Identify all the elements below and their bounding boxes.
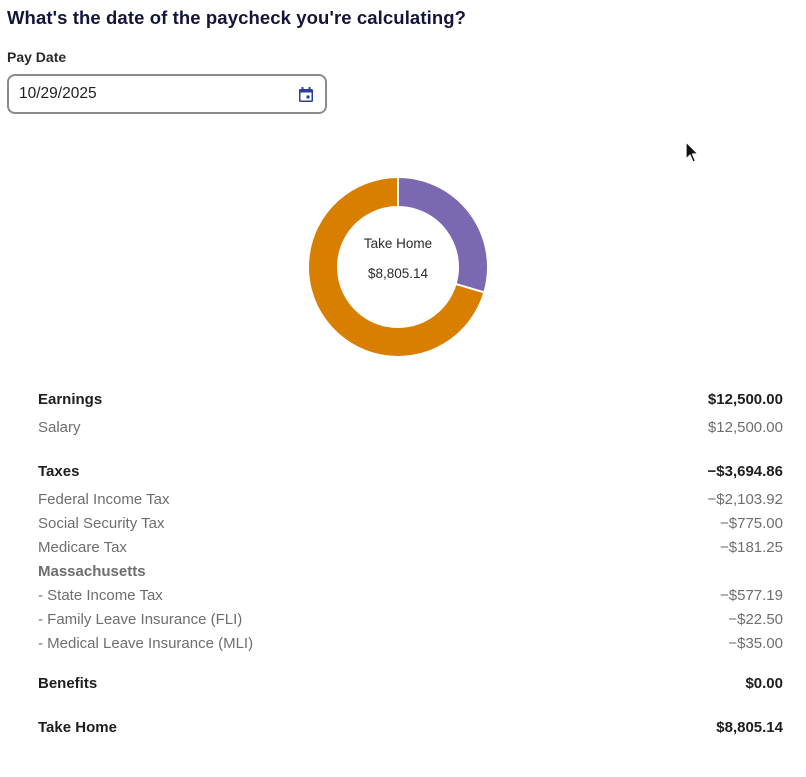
state-income-tax-label: - State Income Tax bbox=[38, 587, 163, 604]
taxes-row: Taxes −$3,694.86 bbox=[38, 460, 783, 484]
medicare-tax-row: Medicare Tax −$181.25 bbox=[38, 536, 783, 560]
federal-income-tax-row: Federal Income Tax −$2,103.92 bbox=[38, 488, 783, 512]
benefits-amount: $0.00 bbox=[745, 675, 783, 692]
take-home-row: Take Home $8,805.14 bbox=[38, 716, 783, 740]
taxes-amount: −$3,694.86 bbox=[707, 463, 784, 480]
calendar-icon[interactable] bbox=[297, 86, 315, 104]
take-home-amount: $8,805.14 bbox=[716, 719, 783, 736]
federal-income-tax-label: Federal Income Tax bbox=[38, 491, 170, 508]
state-heading-row: Massachusetts bbox=[38, 560, 783, 584]
family-leave-insurance-amount: −$22.50 bbox=[728, 611, 783, 628]
donut-slice-take-home bbox=[307, 175, 486, 358]
pay-date-input[interactable]: 10/29/2025 bbox=[7, 74, 327, 114]
salary-amount: $12,500.00 bbox=[707, 419, 783, 436]
paycheck-breakdown: Earnings $12,500.00 Salary $12,500.00 Ta… bbox=[38, 388, 783, 740]
medicare-tax-amount: −$181.25 bbox=[720, 539, 783, 556]
social-security-tax-row: Social Security Tax −$775.00 bbox=[38, 512, 783, 536]
earnings-amount: $12,500.00 bbox=[707, 391, 783, 408]
earnings-label: Earnings bbox=[38, 391, 103, 408]
donut-center-title: Take Home bbox=[363, 236, 433, 251]
salary-row: Salary $12,500.00 bbox=[38, 416, 783, 440]
donut-svg bbox=[307, 175, 489, 358]
earnings-row: Earnings $12,500.00 bbox=[38, 388, 783, 412]
medicare-tax-label: Medicare Tax bbox=[38, 539, 127, 556]
state-income-tax-row: - State Income Tax −$577.19 bbox=[38, 584, 783, 608]
family-leave-insurance-label: - Family Leave Insurance (FLI) bbox=[38, 611, 243, 628]
state-income-tax-amount: −$577.19 bbox=[720, 587, 783, 604]
federal-income-tax-amount: −$2,103.92 bbox=[707, 491, 784, 508]
donut-center-value: $8,805.14 bbox=[367, 266, 429, 281]
family-leave-insurance-row: - Family Leave Insurance (FLI) −$22.50 bbox=[38, 608, 783, 632]
medical-leave-insurance-amount: −$35.00 bbox=[728, 635, 783, 652]
pay-date-label: Pay Date bbox=[7, 49, 67, 65]
benefits-row: Benefits $0.00 bbox=[38, 672, 783, 696]
salary-label: Salary bbox=[38, 419, 81, 436]
page-question: What's the date of the paycheck you're c… bbox=[7, 7, 467, 28]
taxes-label: Taxes bbox=[38, 463, 80, 480]
take-home-label: Take Home bbox=[38, 719, 117, 736]
benefits-label: Benefits bbox=[38, 675, 98, 692]
take-home-donut-chart: Take Home $8,805.14 bbox=[306, 175, 490, 359]
mouse-pointer-icon bbox=[684, 140, 700, 164]
medical-leave-insurance-row: - Medical Leave Insurance (MLI) −$35.00 bbox=[38, 632, 783, 656]
pay-date-value[interactable]: 10/29/2025 bbox=[19, 85, 97, 102]
social-security-tax-amount: −$775.00 bbox=[720, 515, 783, 532]
state-heading: Massachusetts bbox=[38, 563, 146, 580]
social-security-tax-label: Social Security Tax bbox=[38, 515, 165, 532]
medical-leave-insurance-label: - Medical Leave Insurance (MLI) bbox=[38, 635, 254, 652]
